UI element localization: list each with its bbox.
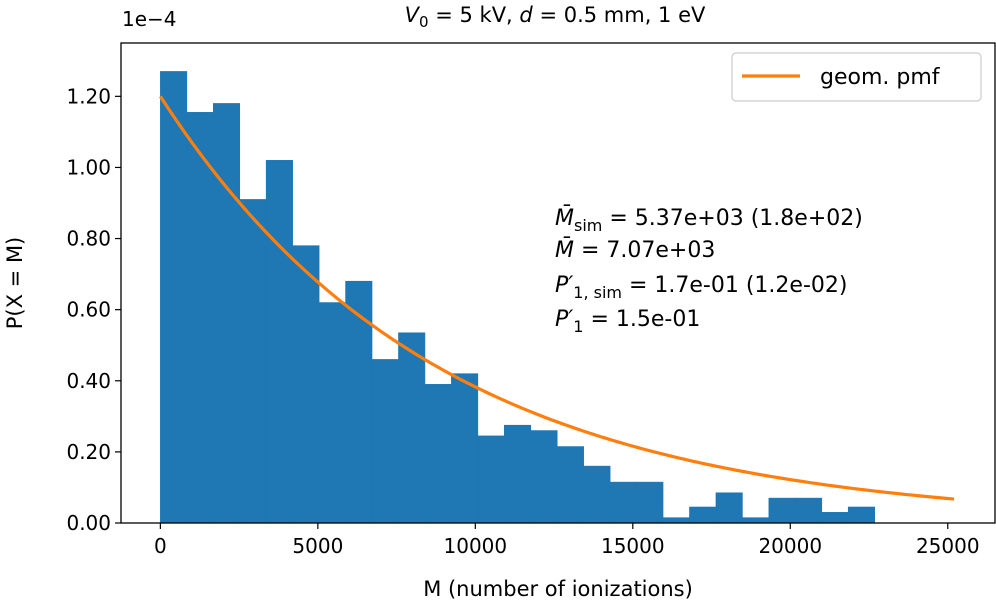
- histogram-bar: [847, 506, 875, 524]
- geom-pmf-line: [159, 95, 955, 501]
- y-offset-label: 1e−4: [122, 7, 177, 31]
- plot-frame: [120, 42, 996, 524]
- histogram-bar: [768, 497, 796, 524]
- x-tick-label: 10000: [444, 534, 508, 558]
- statistics-annotation: M̄sim = 5.37e+03 (1.8e+02) M̄ = 7.07e+03…: [555, 205, 863, 336]
- legend: geom. pmf: [731, 52, 982, 102]
- histogram-bar: [186, 112, 214, 524]
- title-d-symbol: d: [519, 3, 533, 27]
- annotation-line-4: P′1 = 1.5e-01: [555, 307, 700, 336]
- histogram-bar: [662, 517, 690, 524]
- histogram-bar: [821, 512, 849, 524]
- x-tick-label: 25000: [916, 534, 980, 558]
- x-tick-label: 0: [154, 534, 167, 558]
- histogram-bar: [689, 506, 717, 524]
- y-tick-label: 0.60: [66, 298, 111, 322]
- x-tick-label: 5000: [292, 534, 343, 558]
- y-tick-label: 0.20: [66, 440, 111, 464]
- y-axis-label: P(X = M): [3, 237, 27, 330]
- histogram-bar: [609, 481, 637, 524]
- histogram-bar: [160, 71, 188, 524]
- histogram-bar: [636, 481, 664, 524]
- histogram-bar: [292, 245, 320, 524]
- title-v-symbol: V: [405, 3, 421, 27]
- chart-title: V0 = 5 kV, d = 0.5 mm, 1 eV: [405, 3, 706, 31]
- x-tick-label: 15000: [601, 534, 665, 558]
- histogram-bar: [795, 497, 823, 524]
- histogram-bar: [212, 103, 241, 524]
- histogram-bar: [265, 160, 293, 524]
- y-axis-ticks: 0.00 0.20 0.40 0.60 0.80 1.00 1.20: [66, 84, 121, 535]
- histogram-bar: [504, 424, 532, 524]
- y-tick-label: 1.20: [66, 84, 111, 108]
- histogram-bar: [742, 517, 770, 524]
- annotation-line-1: M̄sim = 5.37e+03 (1.8e+02): [555, 205, 863, 235]
- histogram-bar: [371, 359, 399, 524]
- y-tick-label: 1.00: [66, 155, 111, 179]
- title-v-subscript: 0: [419, 13, 429, 31]
- histogram-bar: [715, 492, 743, 524]
- title-part-2: = 0.5 mm, 1 eV: [533, 3, 706, 27]
- histogram-bar: [398, 332, 426, 524]
- histogram-bar: [345, 280, 373, 524]
- histogram-bar: [239, 199, 267, 524]
- legend-box: [731, 52, 982, 102]
- histogram-bar: [451, 373, 479, 524]
- x-axis-label: M (number of ionizations): [423, 577, 693, 601]
- histogram-bar: [556, 446, 584, 524]
- annotation-line-2: M̄ = 7.07e+03: [555, 237, 715, 263]
- histogram-bar: [477, 435, 505, 524]
- y-tick-label: 0.00: [66, 511, 111, 535]
- x-tick-label: 20000: [758, 534, 822, 558]
- histogram-bar: [583, 465, 611, 524]
- histogram-bar: [318, 302, 346, 524]
- histogram-bar: [424, 384, 452, 524]
- y-tick-label: 0.80: [66, 227, 111, 251]
- histogram-bar: [530, 430, 558, 524]
- title-part-1: = 5 kV,: [429, 3, 520, 27]
- x-axis-ticks: 0 5000 10000 15000 20000 25000: [154, 523, 980, 558]
- legend-label: geom. pmf: [820, 65, 941, 90]
- annotation-line-3: P′1, sim = 1.7e-01 (1.2e-02): [555, 273, 847, 302]
- histogram-bars: [160, 71, 875, 524]
- y-tick-label: 0.40: [66, 369, 111, 393]
